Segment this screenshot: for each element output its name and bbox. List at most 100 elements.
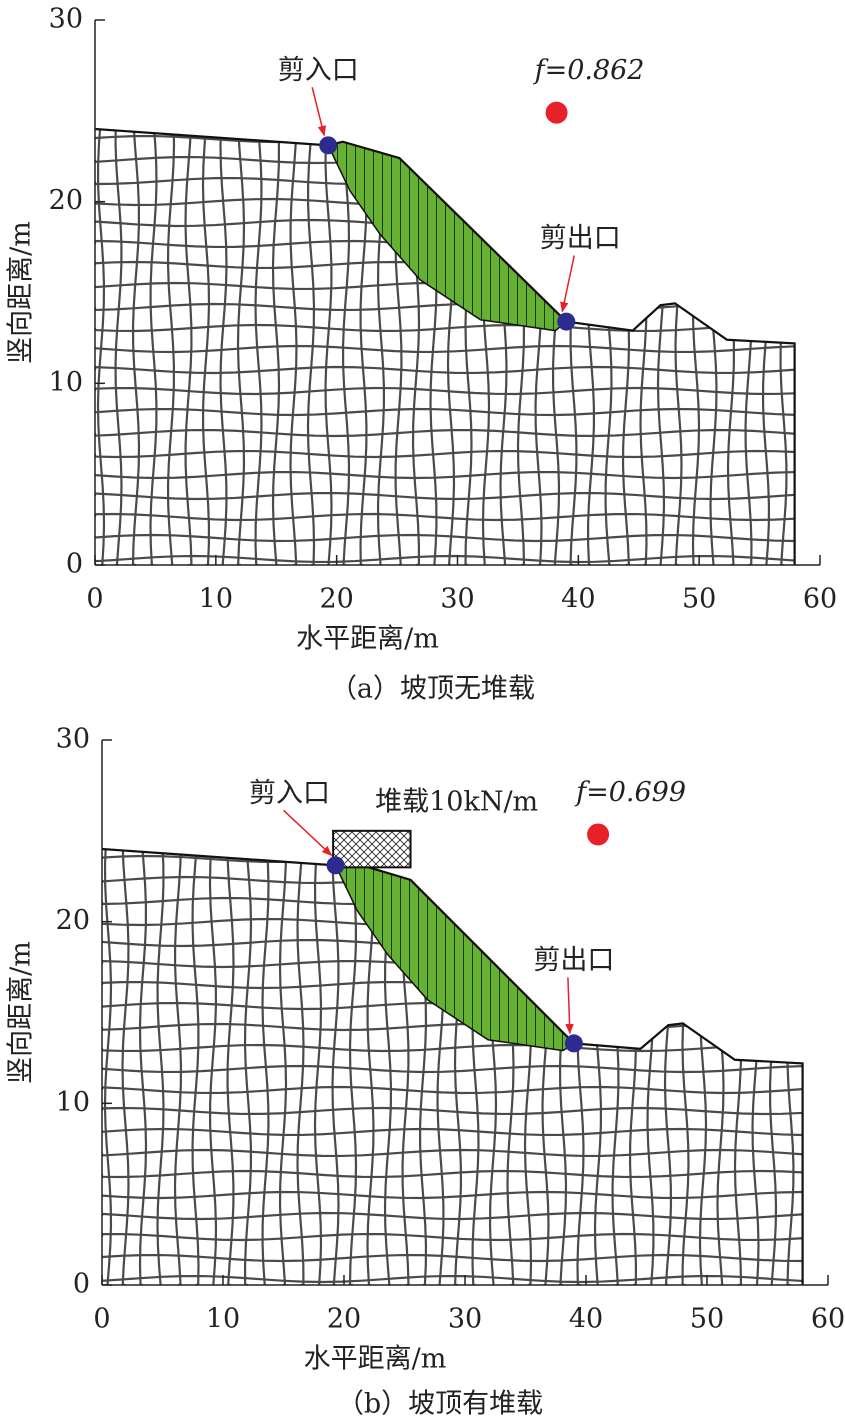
mesh-line: [103, 849, 113, 1285]
mesh-line: [551, 129, 561, 565]
mesh-line: [313, 849, 323, 1285]
y-axis-title: 竖向距离/m: [6, 941, 37, 1084]
mesh-line: [102, 1253, 803, 1263]
mesh-line: [95, 386, 795, 396]
y-axis-title: 竖向距离/m: [6, 221, 37, 364]
mesh-line: [95, 428, 795, 438]
surcharge-load: [332, 829, 412, 869]
mesh-line: [95, 512, 795, 522]
x-tick-label: 30: [448, 1304, 482, 1335]
mesh-line: [102, 1190, 803, 1200]
factor-marker: [587, 823, 610, 846]
mesh-line: [131, 129, 141, 565]
mesh-line: [102, 1127, 803, 1137]
mesh-line: [102, 1274, 803, 1284]
mesh-line: [621, 129, 631, 565]
entry-arrow: [311, 87, 326, 137]
caption: （b）坡顶有堆载: [337, 1389, 543, 1420]
mesh-line: [95, 407, 795, 417]
y-tick-label: 30: [49, 4, 83, 35]
mesh-line: [324, 129, 333, 565]
mesh-line: [674, 129, 683, 565]
mesh-line: [219, 129, 228, 565]
mesh-line: [96, 129, 106, 565]
mesh-line: [733, 849, 743, 1285]
mesh-line: [586, 129, 596, 565]
entry-point: [319, 136, 338, 155]
mesh-line: [102, 1043, 803, 1053]
mesh-line: [429, 129, 438, 565]
mesh-line: [102, 1106, 803, 1116]
mesh: [95, 129, 795, 565]
mesh-line: [709, 129, 718, 565]
mesh-line: [95, 449, 795, 459]
mesh-line: [95, 533, 795, 543]
mesh-line: [95, 155, 795, 165]
mesh-line: [102, 1085, 803, 1095]
mesh-line: [604, 129, 613, 565]
mesh-line: [226, 849, 235, 1285]
exit-label: 剪出口: [533, 945, 614, 976]
mesh-line: [95, 365, 795, 375]
factor-marker: [545, 101, 568, 124]
mesh-line: [481, 129, 491, 565]
mesh-line: [166, 129, 176, 565]
mesh-line: [726, 129, 736, 565]
mesh-line: [289, 129, 298, 565]
x-tick-label: 50: [682, 584, 716, 615]
exit-point: [557, 312, 576, 331]
mesh-line: [102, 1022, 803, 1032]
exit-arrow: [565, 977, 574, 1035]
entry-label: 剪入口: [249, 778, 330, 809]
mesh-line: [436, 849, 445, 1285]
mesh-line: [201, 129, 211, 565]
mesh-line: [254, 129, 263, 565]
mesh-line: [95, 344, 795, 354]
mesh-line: [306, 129, 316, 565]
factor-label: f=0.862: [533, 55, 645, 86]
x-tick-label: 0: [93, 1304, 110, 1335]
mesh-line: [464, 129, 473, 565]
mesh-line: [471, 849, 480, 1285]
mesh-line: [453, 849, 463, 1285]
x-tick-label: 40: [569, 1304, 603, 1335]
mesh-line: [95, 491, 795, 501]
mesh-line: [716, 849, 725, 1285]
y-tick-label: 10: [49, 367, 83, 398]
mesh-line: [138, 849, 148, 1285]
load-label: 堆载10kN/m: [375, 786, 538, 817]
mesh-line: [236, 129, 246, 565]
mesh-line: [208, 849, 218, 1285]
y-tick-label: 0: [66, 549, 83, 580]
entry-label: 剪入口: [278, 55, 359, 86]
mesh-line: [102, 1169, 803, 1179]
factor-label: f=0.699: [574, 777, 686, 808]
caption: （a）坡顶无堆载: [330, 674, 535, 705]
mesh-line: [576, 849, 585, 1285]
mesh-line: [191, 849, 200, 1285]
mesh-line: [261, 849, 270, 1285]
mesh-line: [663, 849, 673, 1285]
x-axis-title: 水平距离/m: [304, 1344, 447, 1375]
x-tick-label: 30: [440, 584, 474, 615]
x-tick-label: 60: [803, 584, 837, 615]
exit-point: [564, 1034, 583, 1053]
mesh-line: [611, 849, 620, 1285]
mesh-line: [698, 849, 708, 1285]
mesh-line: [95, 554, 795, 564]
mesh-line: [681, 849, 690, 1285]
mesh-line: [102, 1232, 803, 1242]
mesh-line: [243, 849, 253, 1285]
mesh-line: [331, 849, 340, 1285]
mesh-line: [593, 849, 603, 1285]
mesh-line: [95, 302, 795, 312]
mesh-line: [488, 849, 498, 1285]
mesh-line: [102, 835, 822, 841]
x-tick-label: 20: [327, 1304, 361, 1335]
x-axis-title: 水平距离/m: [296, 624, 439, 655]
mesh-line: [95, 176, 795, 186]
mesh-line: [751, 849, 760, 1285]
mesh-line: [558, 849, 568, 1285]
mesh-line: [691, 129, 701, 565]
mesh-line: [184, 129, 193, 565]
